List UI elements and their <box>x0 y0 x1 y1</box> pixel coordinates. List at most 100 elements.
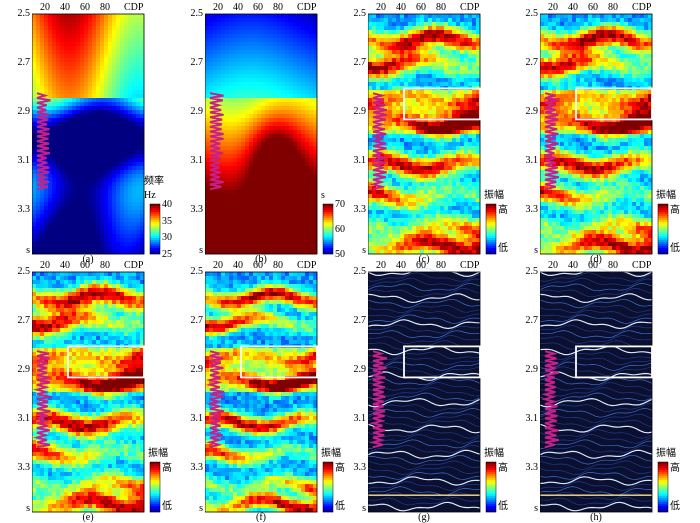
reflector-line <box>540 454 653 465</box>
highlight-box <box>67 345 145 379</box>
panel-b: 20 40 60 80 CDP 2.5 2.7 2.9 3.1 3.3 s (b) s 70 60 50 <box>191 2 370 265</box>
colorbar-title: 振幅 <box>321 448 341 459</box>
reflector-line <box>540 413 653 423</box>
seismic-section <box>205 13 334 255</box>
reflector-line <box>368 472 481 480</box>
reflector-line <box>368 413 481 423</box>
panel-caption: (f) <box>256 512 266 523</box>
reflector-line <box>540 397 653 408</box>
reflector-line <box>540 472 653 480</box>
reflector-line <box>368 272 481 282</box>
y-tick-label: 3.3 <box>17 462 31 473</box>
y-unit-label: s <box>26 503 30 514</box>
x-tick-label: 20 <box>40 2 50 13</box>
y-tick-label: 3.1 <box>17 413 31 424</box>
reflector-line <box>368 423 481 434</box>
reflector-line <box>540 288 653 298</box>
reflector-line <box>368 335 481 344</box>
colorbar-title: 振幅 <box>484 448 504 459</box>
reflector-line <box>540 445 653 454</box>
y-tick-label: 2.9 <box>190 106 204 117</box>
seismic-section <box>540 13 669 255</box>
reflector-line <box>368 345 481 356</box>
reflector-line <box>368 277 481 288</box>
x-tick-label: 80 <box>608 2 618 13</box>
reflector-line <box>540 293 652 304</box>
y-unit-label: s <box>534 503 538 514</box>
reflector-line <box>540 501 653 512</box>
reflector-line <box>540 460 653 470</box>
reflector-line <box>540 351 653 361</box>
colorbar-tick: 60 <box>335 224 345 235</box>
colorbar-high-label: 高 <box>498 463 508 474</box>
reflector-line <box>368 361 481 371</box>
reflector-line <box>368 466 481 475</box>
reflector-line <box>368 288 481 298</box>
reflector-line <box>540 466 653 475</box>
reflector-line <box>368 305 481 313</box>
y-tick-label: 3.1 <box>353 155 367 166</box>
well-log-curve <box>206 350 225 449</box>
x-tick-label: 60 <box>416 260 426 271</box>
y-tick-label: 3.3 <box>525 204 539 215</box>
x-tick-label: 20 <box>376 2 386 13</box>
x-unit-label: CDP <box>124 260 144 271</box>
reflector-line <box>540 382 653 392</box>
reflector-line <box>368 283 481 292</box>
colorbar-title: 振幅 <box>148 448 168 459</box>
y-unit-label: s <box>199 245 203 256</box>
x-tick-label: 60 <box>416 2 426 13</box>
colorbar-title: s <box>321 190 325 201</box>
y-tick-label: 2.9 <box>190 364 204 375</box>
reflector-line <box>368 314 481 324</box>
seismic-section <box>540 267 669 513</box>
y-tick-label: 3.1 <box>17 155 31 166</box>
panel-caption: (e) <box>82 512 94 523</box>
panel-g: 20 40 60 80 CDP 2.5 2.7 2.9 3.1 3.3 s (g) 振幅高低 <box>354 260 533 523</box>
y-tick-label: 3.1 <box>525 413 539 424</box>
colorbar-title: 振幅 <box>656 448 676 459</box>
reflector-line <box>368 439 480 449</box>
reflector-line <box>368 501 481 512</box>
x-tick-label: 60 <box>80 260 90 271</box>
seismic-section <box>368 13 497 255</box>
highlight-box <box>240 345 318 379</box>
x-tick-label: 80 <box>436 260 446 271</box>
reflector-line <box>540 366 653 376</box>
y-tick-label: 2.9 <box>525 106 539 117</box>
reflector-line <box>540 324 653 334</box>
reflector-line <box>540 319 653 330</box>
colorbar-tick: 30 <box>162 232 172 244</box>
y-tick-label: 2.7 <box>353 315 367 326</box>
y-tick-label: 2.5 <box>17 8 31 19</box>
well-log-curve <box>36 92 51 191</box>
y-tick-label: 2.5 <box>190 8 204 19</box>
reflector-line <box>368 429 481 439</box>
colorbar-tick: 35 <box>162 215 172 227</box>
x-tick-label: 20 <box>213 2 223 13</box>
panel-caption: (c) <box>418 254 430 265</box>
y-tick-label: 3.3 <box>353 204 367 215</box>
y-tick-label: 3.3 <box>190 204 204 215</box>
reflector-line <box>540 497 652 506</box>
x-tick-label: 40 <box>396 260 406 271</box>
reflector-line <box>540 330 653 338</box>
reflector-line <box>368 357 481 366</box>
reflector-line <box>368 454 481 465</box>
panel-f: 20 40 60 80 CDP 2.5 2.7 2.9 3.1 3.3 s (f) 振幅高低 <box>191 261 370 523</box>
reflector-line <box>368 387 481 397</box>
reflector-line <box>368 434 481 444</box>
reflector-line <box>540 486 653 496</box>
y-tick-label: 3.3 <box>525 462 539 473</box>
reflector-line <box>540 361 653 371</box>
x-tick-label: 80 <box>436 2 446 13</box>
panel-caption: (b) <box>255 254 267 265</box>
y-tick-label: 2.9 <box>353 364 367 375</box>
reflector-line <box>368 366 481 376</box>
panel-caption: (h) <box>590 512 602 523</box>
x-tick-label: 80 <box>608 260 618 271</box>
reflector-line <box>368 371 481 381</box>
colorbar-low-label: 低 <box>498 243 508 254</box>
x-tick-label: 20 <box>548 2 558 13</box>
colorbar-tick: 70 <box>335 199 345 210</box>
